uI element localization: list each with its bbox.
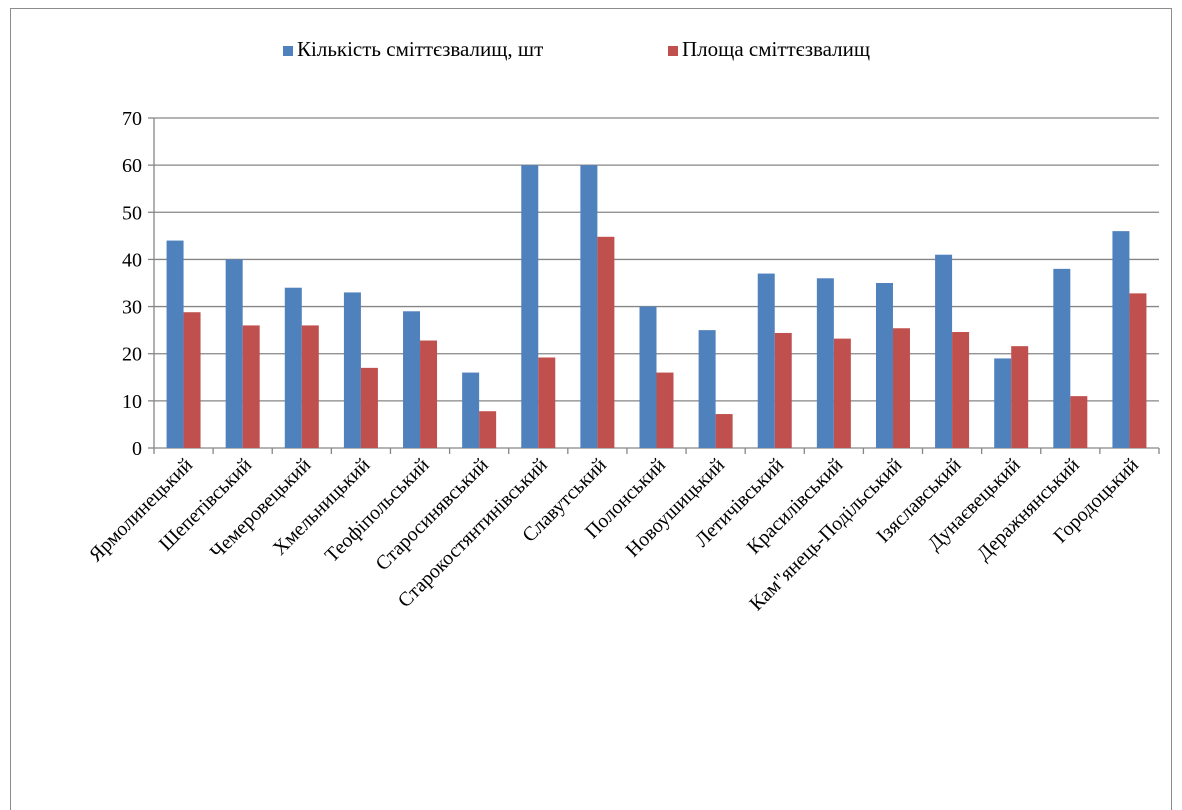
bar-count xyxy=(343,292,361,448)
bar-count xyxy=(994,358,1012,448)
bar-count xyxy=(1112,231,1130,448)
y-tick-label: 10 xyxy=(122,391,142,413)
bar-count xyxy=(284,287,302,448)
bar-count xyxy=(639,306,657,448)
bar-count xyxy=(698,330,716,448)
y-tick-labels: 0 10 20 30 40 50 60 70 xyxy=(122,108,142,460)
bar-area xyxy=(952,332,970,448)
bar-area xyxy=(242,325,260,448)
bar-area xyxy=(538,357,556,448)
legend: Кількість сміттєзвалищ, шт Площа сміттєзв… xyxy=(283,37,870,61)
y-tick-label: 50 xyxy=(122,202,142,224)
bar-area xyxy=(892,328,910,448)
bar-area xyxy=(833,338,851,448)
bar-area xyxy=(774,332,792,448)
bar-area xyxy=(301,325,319,448)
y-tick-label: 40 xyxy=(122,249,142,271)
x-category-labels: ЯрмолинецькийШепетівськийЧемеровецькийХм… xyxy=(85,454,1143,615)
y-tick-label: 30 xyxy=(122,297,142,319)
x-category-label: Теофіпольський xyxy=(321,454,434,567)
y-tick-label: 60 xyxy=(122,155,142,177)
legend-label: Кількість сміттєзвалищ, шт xyxy=(297,37,543,61)
bar-area xyxy=(183,312,201,448)
bar-count xyxy=(935,254,953,448)
x-category-label: Ярмолинецький xyxy=(85,454,197,566)
bar-area xyxy=(1129,293,1147,448)
bar-area xyxy=(479,411,497,448)
y-tick-label: 20 xyxy=(122,344,142,366)
bar-count xyxy=(1053,268,1071,448)
legend-swatch xyxy=(668,46,678,56)
y-tick-label: 0 xyxy=(132,438,142,460)
bar-area xyxy=(1070,396,1088,448)
legend-swatch xyxy=(283,46,293,56)
bar-area xyxy=(656,372,674,448)
bar-count xyxy=(462,372,480,448)
bar-area xyxy=(420,340,438,448)
bars xyxy=(166,165,1147,448)
bar-area xyxy=(597,236,615,448)
bar-area xyxy=(1011,346,1029,448)
bar-area xyxy=(715,414,733,448)
legend-label: Площа сміттєзвалищ xyxy=(682,37,870,61)
bar-count xyxy=(403,311,421,448)
bar-count xyxy=(757,273,775,448)
bar-area xyxy=(360,367,378,448)
bar-count xyxy=(816,278,834,448)
bar-count xyxy=(166,240,184,448)
bar-count xyxy=(580,165,598,448)
y-tick-label: 70 xyxy=(122,108,142,130)
bar-count xyxy=(225,259,243,448)
bar-count xyxy=(875,283,893,448)
bar-count xyxy=(521,165,539,448)
x-category-label: Чемеровецький xyxy=(206,454,315,563)
x-category-label: Деражнянський xyxy=(973,454,1084,565)
